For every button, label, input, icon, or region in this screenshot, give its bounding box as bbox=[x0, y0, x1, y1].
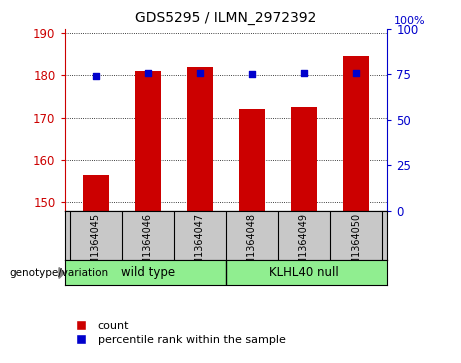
Point bbox=[300, 70, 307, 76]
Text: genotype/variation: genotype/variation bbox=[9, 268, 108, 278]
Title: GDS5295 / ILMN_2972392: GDS5295 / ILMN_2972392 bbox=[135, 11, 317, 25]
Point bbox=[196, 70, 204, 76]
Bar bbox=[343, 57, 369, 211]
Text: GSM1364049: GSM1364049 bbox=[299, 213, 309, 278]
Text: GSM1364050: GSM1364050 bbox=[351, 213, 361, 278]
Bar bbox=[83, 175, 109, 211]
Text: GSM1364048: GSM1364048 bbox=[247, 213, 257, 278]
Point bbox=[248, 70, 255, 76]
Text: 100%: 100% bbox=[394, 16, 426, 26]
Bar bbox=[239, 109, 265, 211]
Bar bbox=[135, 71, 161, 211]
Polygon shape bbox=[59, 268, 65, 278]
Text: GSM1364047: GSM1364047 bbox=[195, 213, 205, 278]
Bar bbox=[187, 67, 213, 211]
Text: wild type: wild type bbox=[121, 266, 175, 279]
Legend: count, percentile rank within the sample: count, percentile rank within the sample bbox=[70, 321, 286, 345]
Point bbox=[92, 73, 100, 79]
Point bbox=[144, 70, 152, 76]
Point bbox=[352, 70, 360, 76]
Bar bbox=[291, 107, 317, 211]
Text: GSM1364046: GSM1364046 bbox=[143, 213, 153, 278]
Text: GSM1364045: GSM1364045 bbox=[91, 213, 101, 278]
Text: KLHL40 null: KLHL40 null bbox=[269, 266, 339, 279]
